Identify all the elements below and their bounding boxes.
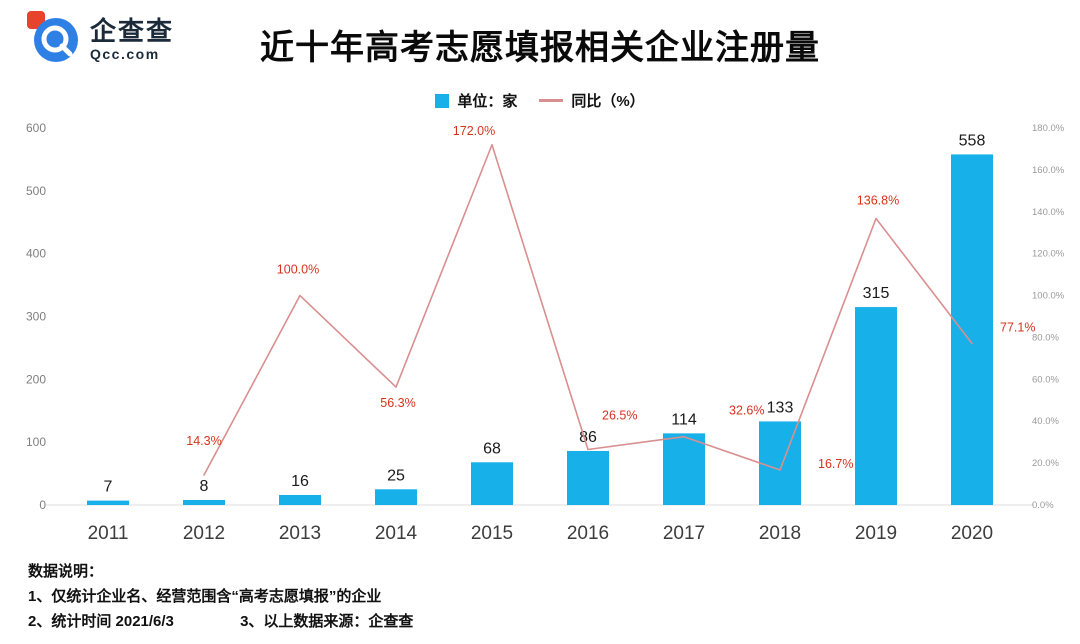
bar — [951, 154, 993, 505]
bar-value-label: 68 — [483, 440, 501, 457]
bar-value-label: 25 — [387, 467, 405, 484]
line-point-label: 16.7% — [818, 457, 853, 471]
x-axis-label: 2020 — [951, 523, 993, 544]
left-axis-tick-label: 400 — [26, 247, 46, 261]
line-point-label: 172.0% — [453, 124, 495, 138]
footer-heading: 数据说明： — [28, 563, 104, 580]
x-axis-label: 2018 — [759, 523, 801, 544]
footer-notes: 数据说明： 1、仅统计企业名、经营范围含“高考志愿填报”的企业 2、统计时间 2… — [28, 560, 413, 634]
legend-bar-label: 单位：家 — [457, 93, 518, 110]
x-axis-label: 2019 — [855, 523, 897, 544]
line-point-label: 56.3% — [380, 396, 415, 410]
line-point-label: 77.1% — [1000, 321, 1035, 335]
bar-value-label: 315 — [863, 285, 890, 302]
bar — [663, 433, 705, 505]
bar — [471, 462, 513, 505]
bar — [183, 499, 225, 505]
bar — [759, 421, 801, 505]
legend-bar-swatch — [435, 93, 450, 108]
bar-value-label: 8 — [200, 478, 209, 495]
page-title: 近十年高考志愿填报相关企业注册量 — [260, 29, 820, 67]
line-point-label: 14.3% — [186, 434, 221, 448]
bar-value-label: 133 — [767, 399, 794, 416]
line-point-label: 26.5% — [602, 408, 637, 422]
logo-brand-text: 企查查 — [90, 15, 175, 46]
line-point-label: 136.8% — [857, 193, 899, 207]
bar — [855, 307, 897, 505]
x-axis-label: 2012 — [183, 523, 225, 544]
right-axis-tick-label: 120.0% — [1032, 249, 1065, 260]
bar-value-label: 558 — [959, 132, 986, 149]
line-series — [203, 143, 973, 476]
left-axis-tick-label: 100 — [26, 435, 46, 449]
x-axis-label: 2014 — [375, 523, 418, 544]
right-axis-tick-label: 140.0% — [1032, 207, 1065, 218]
logo-domain-text: Qcc.com — [90, 46, 160, 63]
footer-note-2: 2、统计时间 2021/6/3 — [28, 612, 174, 630]
legend-line-label: 同比（%） — [571, 93, 645, 110]
bar-value-label: 16 — [291, 473, 309, 490]
right-axis-tick-label: 60.0% — [1032, 374, 1059, 385]
right-axis-tick-label: 160.0% — [1032, 165, 1065, 176]
x-axis-label: 2013 — [279, 523, 321, 544]
bar — [279, 494, 321, 505]
footer-note-1: 1、仅统计企业名、经营范围含“高考志愿填报”的企业 — [28, 587, 382, 605]
bar — [375, 489, 417, 505]
left-axis-tick-label: 0 — [39, 498, 46, 512]
line-point-label: 100.0% — [277, 263, 319, 277]
bar-value-label: 7 — [104, 479, 113, 496]
right-axis-tick-label: 0.0% — [1032, 500, 1054, 511]
left-axis-tick-label: 200 — [26, 372, 46, 386]
footer-note-row: 2、统计时间 2021/6/3 3、以上数据来源：企查查 — [28, 610, 413, 635]
x-axis-label: 2016 — [567, 523, 609, 544]
right-axis-tick-label: 80.0% — [1032, 332, 1059, 343]
x-axis-label: 2015 — [471, 523, 513, 544]
right-axis-tick-label: 180.0% — [1032, 123, 1065, 134]
chart-legend: 单位：家 同比（%） — [0, 90, 1080, 111]
right-axis-tick-label: 20.0% — [1032, 458, 1059, 469]
footer-note-3: 3、以上数据来源：企查查 — [240, 612, 414, 630]
qcc-logo-icon — [26, 10, 80, 69]
bar — [567, 450, 609, 505]
bar — [87, 500, 129, 505]
left-axis-tick-label: 600 — [26, 121, 46, 135]
line-point-label: 32.6% — [729, 404, 764, 418]
x-axis-label: 2011 — [88, 523, 129, 544]
right-axis-tick-label: 40.0% — [1032, 416, 1059, 427]
qcc-logo: 企查查 Qcc.com — [26, 10, 174, 69]
right-axis-tick-label: 100.0% — [1032, 291, 1065, 302]
x-axis-label: 2017 — [663, 523, 705, 544]
left-axis-tick-label: 300 — [26, 310, 46, 324]
left-axis-tick-label: 500 — [26, 184, 46, 198]
legend-line-swatch — [539, 99, 564, 102]
bar-value-label: 114 — [671, 411, 697, 428]
